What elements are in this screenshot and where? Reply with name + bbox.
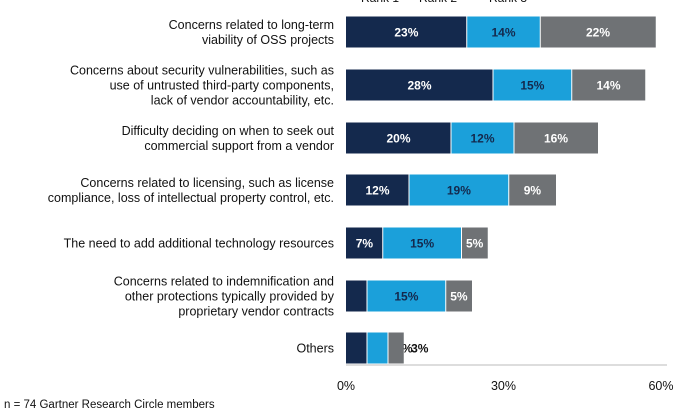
category-label: Concerns related to indemnification and o…: [114, 275, 335, 319]
bar-segment: [346, 174, 409, 206]
bar-segment: [409, 174, 509, 206]
data-label: 9%: [524, 184, 542, 198]
legend-label: Rank 1: [361, 0, 399, 5]
footnote: n = 74 Gartner Research Circle members: [4, 399, 215, 411]
bar-segment: [346, 332, 367, 364]
bar-segment: [346, 16, 467, 48]
bar-segment: [346, 280, 367, 312]
category-label: Others: [296, 342, 334, 356]
bar-segment: [346, 122, 451, 154]
data-label: 15%: [410, 237, 434, 251]
data-label: 15%: [394, 290, 418, 304]
bar-segment: [367, 280, 446, 312]
bar-segment: [445, 280, 472, 312]
bar-segment: [540, 16, 656, 48]
data-label: 7%: [356, 237, 374, 251]
bar-segment: [461, 227, 488, 259]
x-tick-label: 60%: [648, 379, 673, 393]
bar-segment: [367, 332, 388, 364]
data-label: 12%: [365, 184, 389, 198]
bar-segment: [493, 69, 572, 101]
category-label: Difficulty deciding on when to seek out c…: [122, 124, 335, 153]
category-label: Concerns related to licensing, such as l…: [48, 176, 334, 205]
data-label: 3%: [411, 342, 429, 356]
bar-segment: [346, 69, 493, 101]
bar-segment: [514, 122, 598, 154]
bar-segment: [571, 69, 646, 101]
category-label: Concerns about security vulnerabilities,…: [70, 64, 334, 108]
bar-segment: [346, 227, 383, 259]
data-label: 23%: [394, 26, 418, 40]
x-tick-label: 30%: [491, 379, 516, 393]
bar-segment: [451, 122, 514, 154]
data-label: 15%: [520, 79, 544, 93]
data-label: 20%: [386, 132, 410, 146]
bar-segment: [466, 16, 541, 48]
bar-segment: [382, 227, 462, 259]
x-tick-label: 0%: [337, 379, 355, 393]
legend-label: Rank 3: [489, 0, 527, 5]
data-label: 5%: [466, 237, 484, 251]
data-label: 12%: [470, 132, 494, 146]
data-label: 19%: [447, 184, 471, 198]
data-label: 5%: [450, 290, 468, 304]
data-label: 28%: [407, 79, 431, 93]
category-label: The need to add additional technology re…: [64, 237, 334, 251]
data-label: 14%: [596, 79, 620, 93]
bar-segment: [508, 174, 556, 206]
data-label: 22%: [586, 26, 610, 40]
data-label: 16%: [544, 132, 568, 146]
category-label: Concerns related to long-term viability o…: [169, 18, 334, 47]
bar-segment: [388, 332, 404, 364]
data-label: 14%: [491, 26, 515, 40]
legend-label: Rank 2: [419, 0, 457, 5]
